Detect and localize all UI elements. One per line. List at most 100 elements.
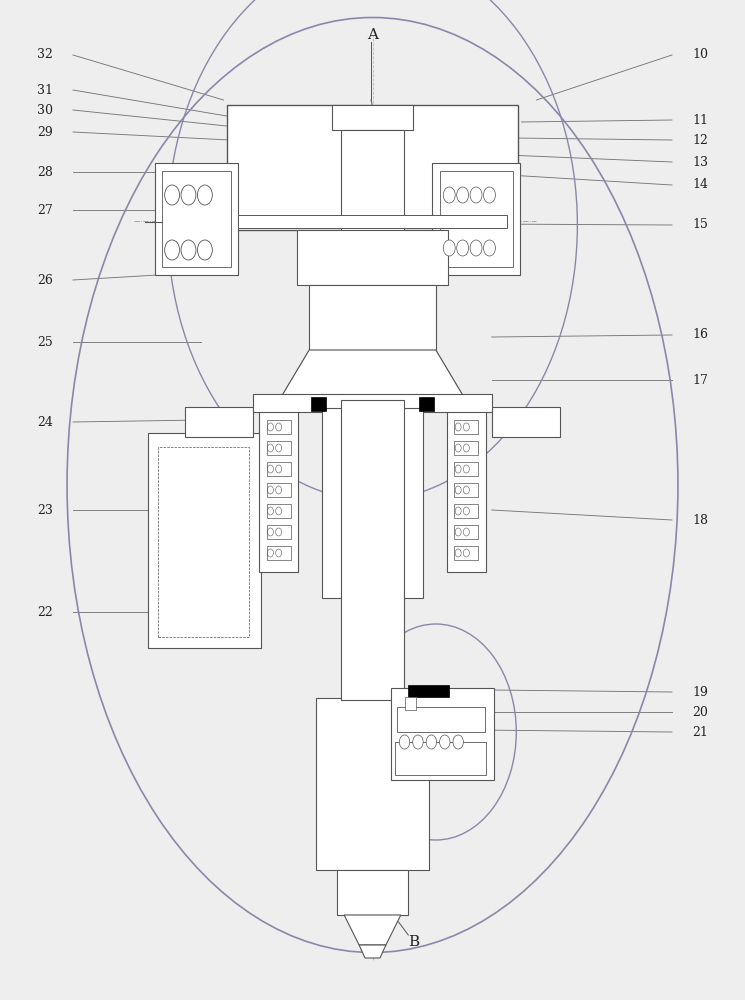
Bar xyxy=(322,408,423,598)
Text: A: A xyxy=(367,28,378,42)
Bar xyxy=(454,525,478,539)
Circle shape xyxy=(440,735,450,749)
Bar xyxy=(267,504,291,518)
Text: 14: 14 xyxy=(692,178,708,192)
Bar xyxy=(454,420,478,434)
Circle shape xyxy=(181,185,196,205)
Circle shape xyxy=(197,185,212,205)
Bar xyxy=(148,433,261,648)
Bar xyxy=(405,697,416,710)
Bar xyxy=(227,105,518,230)
Bar xyxy=(341,130,404,390)
Text: 18: 18 xyxy=(692,514,708,526)
Text: 10: 10 xyxy=(692,48,708,62)
Bar xyxy=(259,404,298,572)
Bar xyxy=(341,400,404,700)
Text: 27: 27 xyxy=(37,204,53,217)
Bar xyxy=(332,105,413,130)
Bar xyxy=(395,742,486,775)
Bar xyxy=(337,870,408,915)
Text: 19: 19 xyxy=(692,686,708,698)
Bar xyxy=(227,105,518,230)
Bar xyxy=(391,688,494,780)
Bar xyxy=(148,433,261,648)
Bar xyxy=(337,870,408,915)
Text: 26: 26 xyxy=(37,273,53,286)
Bar xyxy=(316,698,429,870)
Circle shape xyxy=(457,240,469,256)
Bar xyxy=(267,420,291,434)
Bar xyxy=(162,171,231,267)
Circle shape xyxy=(484,240,495,256)
Circle shape xyxy=(470,187,482,203)
Bar xyxy=(253,394,492,412)
Text: 24: 24 xyxy=(37,416,53,428)
Bar xyxy=(155,163,238,275)
Bar xyxy=(185,407,253,437)
Text: 29: 29 xyxy=(37,125,53,138)
Bar xyxy=(311,397,326,411)
Bar xyxy=(454,462,478,476)
Text: 21: 21 xyxy=(692,726,708,738)
Bar xyxy=(454,504,478,518)
Bar xyxy=(419,397,434,411)
Circle shape xyxy=(197,240,212,260)
Text: 13: 13 xyxy=(692,155,708,168)
Circle shape xyxy=(426,735,437,749)
Bar xyxy=(492,407,560,437)
Bar xyxy=(238,215,507,228)
Bar xyxy=(297,230,448,285)
Circle shape xyxy=(443,240,455,256)
Circle shape xyxy=(181,240,196,260)
Bar xyxy=(341,130,404,390)
Bar xyxy=(185,407,253,437)
Bar xyxy=(259,404,298,572)
Bar xyxy=(397,707,485,732)
Text: 32: 32 xyxy=(37,48,53,62)
Bar xyxy=(267,546,291,560)
Bar xyxy=(447,404,486,572)
Bar xyxy=(395,742,486,775)
Circle shape xyxy=(453,735,463,749)
Text: 25: 25 xyxy=(37,336,53,349)
Bar xyxy=(267,483,291,497)
Text: 11: 11 xyxy=(692,113,708,126)
Circle shape xyxy=(484,187,495,203)
Bar xyxy=(432,163,520,275)
Circle shape xyxy=(165,240,180,260)
Bar xyxy=(454,483,478,497)
Circle shape xyxy=(470,240,482,256)
Bar xyxy=(408,685,449,697)
Text: 28: 28 xyxy=(37,165,53,178)
Circle shape xyxy=(399,735,410,749)
Bar xyxy=(432,163,520,275)
Text: 17: 17 xyxy=(692,373,708,386)
Text: 22: 22 xyxy=(37,605,53,618)
Bar xyxy=(267,462,291,476)
Text: 15: 15 xyxy=(692,219,708,232)
Text: B: B xyxy=(408,935,419,949)
Polygon shape xyxy=(344,915,401,945)
Bar xyxy=(309,285,436,350)
Bar xyxy=(447,404,486,572)
Text: 30: 30 xyxy=(37,104,53,116)
Bar xyxy=(253,394,492,412)
Text: 31: 31 xyxy=(37,84,53,97)
Polygon shape xyxy=(279,350,466,410)
Bar xyxy=(454,441,478,455)
Bar xyxy=(440,171,513,267)
Bar xyxy=(492,407,560,437)
Text: 16: 16 xyxy=(692,328,708,342)
Bar xyxy=(297,230,448,285)
Bar xyxy=(309,285,436,350)
Text: 20: 20 xyxy=(692,706,708,718)
Bar xyxy=(454,546,478,560)
Circle shape xyxy=(443,187,455,203)
Circle shape xyxy=(457,187,469,203)
Bar xyxy=(267,525,291,539)
Bar xyxy=(158,447,249,637)
Text: 12: 12 xyxy=(692,133,708,146)
Polygon shape xyxy=(359,945,386,958)
Circle shape xyxy=(165,185,180,205)
Bar xyxy=(341,400,404,700)
